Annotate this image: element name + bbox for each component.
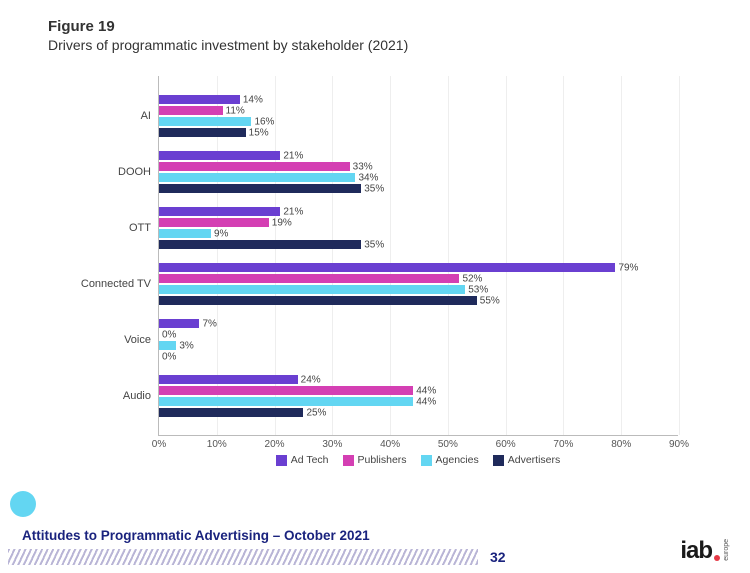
bar-value-label: 21% (283, 206, 303, 217)
category-label: Audio (123, 390, 151, 402)
bar-value-label: 16% (254, 116, 274, 127)
figure-title: Drivers of programmatic investment by st… (48, 37, 750, 53)
figure-header: Figure 19 Drivers of programmatic invest… (0, 0, 750, 57)
logo-subtext: europe (723, 539, 730, 561)
bar: 35% (159, 240, 361, 249)
category-group: AI14%11%16%15% (159, 95, 678, 137)
bar: 9% (159, 229, 211, 238)
accent-circle (10, 491, 36, 517)
bar-value-label: 9% (214, 228, 228, 239)
gridline (679, 76, 680, 435)
figure-number: Figure 19 (48, 18, 750, 35)
bar: 44% (159, 386, 413, 395)
x-tick: 60% (496, 439, 516, 450)
x-tick: 20% (265, 439, 285, 450)
bar-value-label: 44% (416, 396, 436, 407)
bar-value-label: 3% (179, 340, 193, 351)
bar: 34% (159, 173, 355, 182)
category-group: Voice7%0%3%0% (159, 319, 678, 361)
x-tick: 80% (611, 439, 631, 450)
bar: 55% (159, 296, 477, 305)
bar-value-label: 44% (416, 385, 436, 396)
chart: 0%10%20%30%40%50%60%70%80%90%AI14%11%16%… (48, 68, 708, 468)
logo-dot-icon (714, 555, 720, 561)
bar: 44% (159, 397, 413, 406)
bar-value-label: 0% (162, 351, 176, 362)
bar: 14% (159, 95, 240, 104)
bar: 7% (159, 319, 199, 328)
x-tick: 90% (669, 439, 689, 450)
bar: 15% (159, 128, 246, 137)
bar-value-label: 25% (306, 407, 326, 418)
bar-value-label: 34% (358, 172, 378, 183)
bar: 33% (159, 162, 350, 171)
category-group: DOOH21%33%34%35% (159, 151, 678, 193)
bar: 19% (159, 218, 269, 227)
iab-logo: iab europe (680, 539, 730, 563)
legend-item: Publishers (343, 454, 407, 466)
legend-item: Ad Tech (276, 454, 329, 466)
legend-label: Advertisers (508, 454, 561, 466)
x-tick: 10% (207, 439, 227, 450)
bar-value-label: 55% (480, 295, 500, 306)
bar: 21% (159, 151, 280, 160)
bar: 79% (159, 263, 615, 272)
legend-swatch-icon (421, 455, 432, 466)
legend-item: Advertisers (493, 454, 561, 466)
legend-label: Agencies (436, 454, 479, 466)
page-number: 32 (490, 549, 506, 565)
bar: 11% (159, 106, 223, 115)
legend-label: Ad Tech (291, 454, 329, 466)
plot-area: 0%10%20%30%40%50%60%70%80%90%AI14%11%16%… (158, 76, 678, 436)
bar-value-label: 79% (618, 262, 638, 273)
bar: 25% (159, 408, 303, 417)
category-label: AI (141, 110, 151, 122)
legend-swatch-icon (276, 455, 287, 466)
bar-value-label: 11% (226, 105, 245, 116)
category-group: OTT21%19%9%35% (159, 207, 678, 249)
bar: 24% (159, 375, 298, 384)
x-tick: 50% (438, 439, 458, 450)
category-group: Connected TV79%52%53%55% (159, 263, 678, 305)
logo-text: iab (680, 539, 712, 563)
bar: 3% (159, 341, 176, 350)
hatch-pattern (8, 549, 478, 565)
category-group: Audio24%44%44%25% (159, 375, 678, 417)
footer: Attitudes to Programmatic Advertising – … (0, 509, 750, 573)
bar-value-label: 35% (364, 183, 384, 194)
x-tick: 0% (152, 439, 166, 450)
footer-title: Attitudes to Programmatic Advertising – … (22, 528, 370, 543)
x-tick: 40% (380, 439, 400, 450)
bar-value-label: 52% (462, 273, 482, 284)
bar: 16% (159, 117, 251, 126)
bar: 52% (159, 274, 459, 283)
legend-swatch-icon (493, 455, 504, 466)
bar-value-label: 53% (468, 284, 488, 295)
legend: Ad Tech Publishers Agencies Advertisers (158, 454, 678, 466)
bar-value-label: 33% (353, 161, 373, 172)
x-tick: 30% (322, 439, 342, 450)
category-label: OTT (129, 222, 151, 234)
bar-value-label: 0% (162, 329, 176, 340)
x-tick: 70% (553, 439, 573, 450)
category-label: Connected TV (81, 278, 151, 290)
bar: 21% (159, 207, 280, 216)
legend-label: Publishers (358, 454, 407, 466)
bar-value-label: 7% (202, 318, 216, 329)
legend-item: Agencies (421, 454, 479, 466)
bar: 35% (159, 184, 361, 193)
legend-swatch-icon (343, 455, 354, 466)
bar-value-label: 35% (364, 239, 384, 250)
category-label: Voice (124, 334, 151, 346)
bar-value-label: 19% (272, 217, 292, 228)
bar: 53% (159, 285, 465, 294)
bar-value-label: 14% (243, 94, 263, 105)
bar-value-label: 15% (249, 127, 269, 138)
bar-value-label: 24% (301, 374, 321, 385)
category-label: DOOH (118, 166, 151, 178)
bar-value-label: 21% (283, 150, 303, 161)
